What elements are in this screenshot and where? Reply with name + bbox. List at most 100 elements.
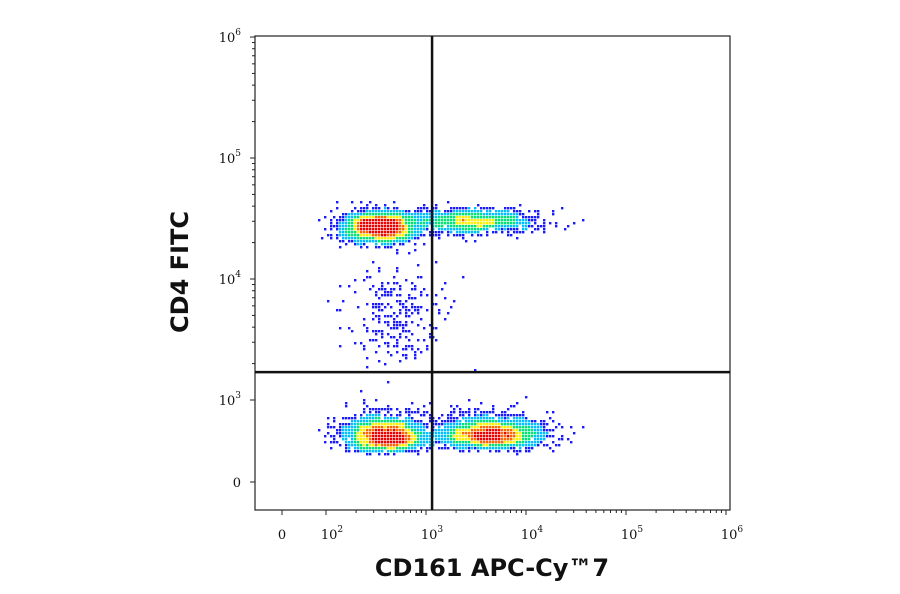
- event-dot: [543, 429, 546, 432]
- event-dot: [498, 228, 501, 231]
- event-dot: [417, 453, 420, 456]
- event-dot: [519, 444, 522, 447]
- event-dot: [561, 207, 564, 210]
- event-dot: [339, 327, 342, 330]
- event-dot: [483, 426, 486, 429]
- event-dot: [366, 204, 369, 207]
- event-dot: [513, 441, 516, 444]
- event-dot: [486, 423, 489, 426]
- event-dot: [519, 222, 522, 225]
- event-dot: [426, 426, 429, 429]
- event-dot: [462, 429, 465, 432]
- event-dot: [345, 402, 348, 405]
- event-dot: [375, 294, 378, 297]
- event-dot: [408, 435, 411, 438]
- event-dot: [384, 231, 387, 234]
- event-dot: [414, 423, 417, 426]
- event-dot: [489, 420, 492, 423]
- event-dot: [447, 216, 450, 219]
- event-dot: [360, 426, 363, 429]
- event-dot: [408, 210, 411, 213]
- event-dot: [363, 234, 366, 237]
- event-dot: [330, 210, 333, 213]
- event-dot: [390, 288, 393, 291]
- event-dot: [375, 210, 378, 213]
- event-dot: [441, 423, 444, 426]
- event-dot: [459, 231, 462, 234]
- event-dot: [444, 447, 447, 450]
- event-dot: [345, 234, 348, 237]
- event-dot: [354, 216, 357, 219]
- event-dot: [465, 432, 468, 435]
- event-dot: [342, 423, 345, 426]
- event-dot: [528, 210, 531, 213]
- event-dot: [447, 234, 450, 237]
- event-dot: [327, 417, 330, 420]
- event-dot: [354, 231, 357, 234]
- event-dot: [519, 450, 522, 453]
- event-dot: [477, 438, 480, 441]
- event-dot: [525, 417, 528, 420]
- event-dot: [543, 225, 546, 228]
- event-dot: [372, 435, 375, 438]
- event-dot: [363, 408, 366, 411]
- event-dot: [462, 216, 465, 219]
- event-dot: [420, 234, 423, 237]
- event-dot: [477, 426, 480, 429]
- event-dot: [426, 213, 429, 216]
- event-dot: [339, 240, 342, 243]
- event-dot: [489, 411, 492, 414]
- event-dot: [360, 417, 363, 420]
- event-dot: [348, 450, 351, 453]
- event-dot: [369, 234, 372, 237]
- event-dot: [468, 207, 471, 210]
- event-dot: [507, 222, 510, 225]
- event-dot: [483, 216, 486, 219]
- event-dot: [342, 225, 345, 228]
- event-dot: [510, 207, 513, 210]
- event-dot: [462, 234, 465, 237]
- event-dot: [549, 447, 552, 450]
- event-dot: [372, 240, 375, 243]
- event-dot: [429, 234, 432, 237]
- event-dot: [393, 438, 396, 441]
- event-dot: [366, 435, 369, 438]
- event-dot: [402, 216, 405, 219]
- event-dot: [444, 426, 447, 429]
- event-dot: [366, 303, 369, 306]
- event-dot: [378, 447, 381, 450]
- y-tick-label: 0: [233, 476, 241, 491]
- event-dot: [390, 426, 393, 429]
- event-dot: [363, 348, 366, 351]
- event-dot: [561, 426, 564, 429]
- event-dot: [453, 435, 456, 438]
- event-dot: [459, 222, 462, 225]
- event-dot: [537, 441, 540, 444]
- event-dot: [525, 444, 528, 447]
- event-dot: [387, 321, 390, 324]
- event-dot: [456, 210, 459, 213]
- event-dot: [498, 225, 501, 228]
- event-dot: [375, 291, 378, 294]
- event-dot: [423, 423, 426, 426]
- event-dot: [345, 417, 348, 420]
- event-dot: [486, 447, 489, 450]
- event-dot: [507, 429, 510, 432]
- event-dot: [471, 219, 474, 222]
- event-dot: [468, 213, 471, 216]
- event-dot: [351, 441, 354, 444]
- event-dot: [387, 216, 390, 219]
- event-dot: [423, 441, 426, 444]
- event-dot: [480, 228, 483, 231]
- event-dot: [513, 405, 516, 408]
- event-dot: [405, 420, 408, 423]
- event-dot: [420, 216, 423, 219]
- event-dot: [438, 231, 441, 234]
- event-dot: [405, 441, 408, 444]
- event-dot: [375, 222, 378, 225]
- event-dot: [399, 411, 402, 414]
- event-dot: [444, 213, 447, 216]
- event-dot: [384, 204, 387, 207]
- event-dot: [492, 408, 495, 411]
- y-tick-label: 105: [219, 149, 242, 167]
